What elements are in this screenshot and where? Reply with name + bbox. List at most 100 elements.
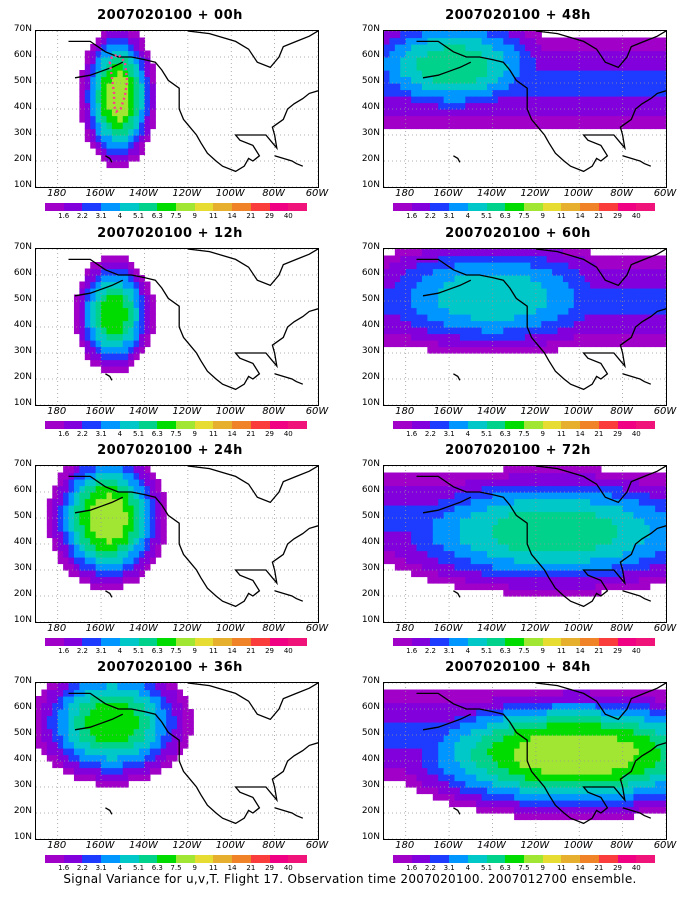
variance-cell [573,689,580,697]
variance-cell [519,806,526,814]
variance-cell [122,44,129,52]
variance-cell [497,748,504,756]
variance-cell [432,492,439,500]
x-tick-label: 140W [476,188,506,199]
variance-cell [101,748,108,756]
variance-cell [530,275,537,283]
colorbar-label: 2.2 [76,647,88,655]
variance-cell [514,109,521,117]
variance-cell [600,63,607,71]
variance-cell [427,702,434,710]
variance-cell [144,735,151,743]
variance-cell [139,37,146,45]
variance-cell [400,709,407,717]
variance-cell [394,249,401,257]
variance-cell [139,537,146,545]
variance-cell [411,340,418,348]
variance-cell [541,702,548,710]
variance-cell [63,741,70,749]
variance-cell [95,524,102,532]
variance-cell [590,268,597,276]
variance-cell [449,537,456,545]
variance-cell [84,275,91,283]
x-tick-label: 100W [563,188,593,199]
variance-cell [411,327,418,335]
variance-cell [459,702,466,710]
variance-cell [182,696,189,704]
variance-cell [90,741,97,749]
variance-cell [101,715,108,723]
map-panel: 2007020100 + 12h 70N 60N 50N 40N 30N 20N 10N 180… [14,226,329,444]
variance-cell [552,37,559,45]
variance-cell [530,754,537,762]
variance-cell [514,787,521,795]
map-plot-area [383,30,667,188]
variance-cell [52,728,59,736]
variance-cell [90,544,97,552]
variance-cell [465,544,472,552]
variance-cell [562,793,569,801]
variance-cell [492,76,499,84]
variance-cell [568,76,575,84]
variance-cell [579,96,586,104]
variance-cell [579,57,586,65]
variance-cell [655,70,662,78]
colorbar-label: 5.1 [480,647,493,655]
variance-cell [389,689,396,697]
variance-cell [590,748,597,756]
variance-cell [160,741,167,749]
variance-cell [633,793,640,801]
variance-cell [541,346,548,354]
variance-cell [438,96,445,104]
variance-cell [90,96,97,104]
variance-cell [465,109,472,117]
variance-cell [655,44,662,52]
variance-cell [525,702,532,710]
variance-cell [519,255,526,263]
x-tick-label: 140W [128,840,158,851]
variance-cell [508,327,515,335]
variance-cell [644,576,651,584]
variance-cell [459,320,466,328]
variance-cell [622,485,629,493]
variance-cell [144,715,151,723]
variance-cell [546,307,553,315]
variance-cell [443,689,450,697]
variance-cell [411,702,418,710]
variance-cell [443,314,450,322]
variance-cell [519,550,526,558]
colorbar-swatch [82,203,102,211]
variance-cell [144,96,151,104]
variance-cell [541,76,548,84]
colorbar-label: 5.1 [132,864,145,872]
variance-cell [106,780,113,788]
variance-cell [139,472,146,480]
variance-cell [122,709,129,717]
variance-cell [649,50,656,58]
variance-cell [562,96,569,104]
variance-cell [95,748,102,756]
variance-cell [427,109,434,117]
variance-cell [519,780,526,788]
variance-cell [617,754,624,762]
variance-cell [568,485,575,493]
variance-cell [508,780,515,788]
variance-cell [449,557,456,565]
variance-cell [405,50,412,58]
variance-cell [628,787,635,795]
variance-cell [416,518,423,526]
variance-cell [90,50,97,58]
variance-cell [128,511,135,519]
variance-cell [394,70,401,78]
variance-cell [557,102,564,110]
variance-cell [530,715,537,723]
variance-cell [57,715,64,723]
variance-cell [649,281,656,289]
variance-cell [633,122,640,130]
variance-cell [73,754,80,762]
variance-cell [497,249,504,257]
variance-cell [546,57,553,65]
variance-cell [568,813,575,821]
variance-cell [552,741,559,749]
variance-cell [405,268,412,276]
